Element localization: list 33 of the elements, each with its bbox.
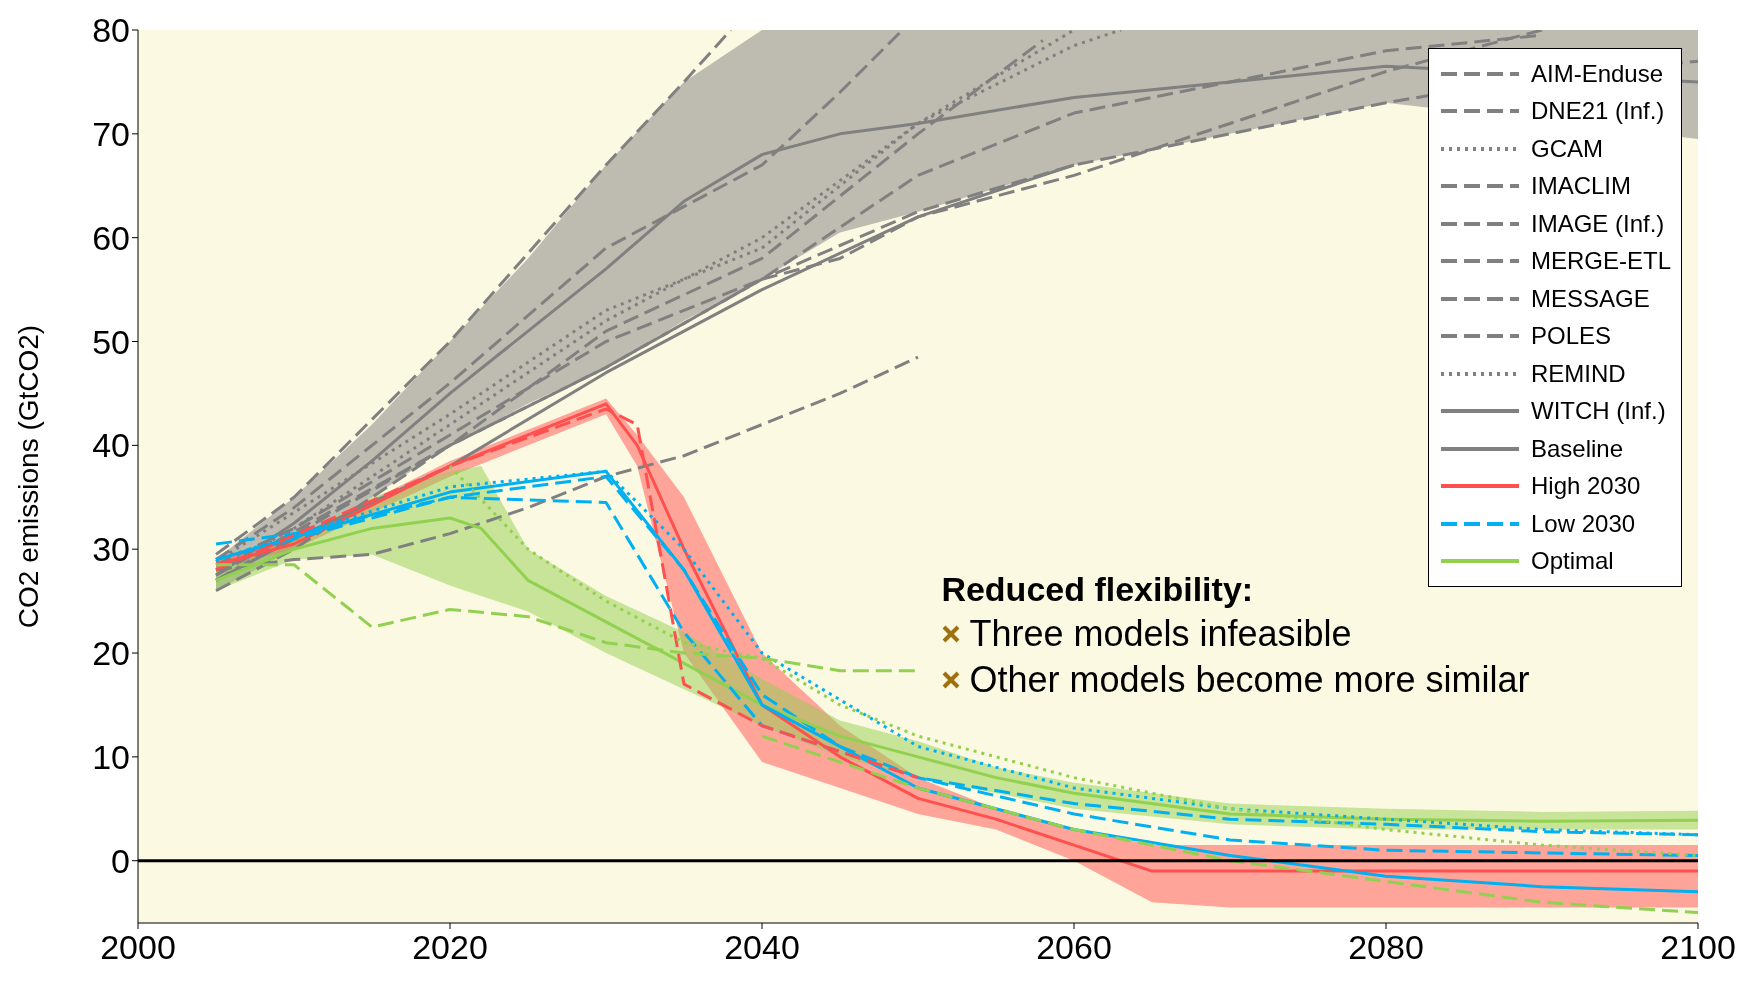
legend-label: IMACLIM	[1530, 172, 1631, 201]
y-tick-label: 60	[92, 218, 130, 257]
legend-label: Optimal	[1530, 547, 1614, 576]
legend-label: MERGE-ETL	[1530, 247, 1671, 276]
legend-label: High 2030	[1530, 472, 1641, 501]
y-tick-label: 50	[92, 322, 130, 361]
y-tick-label: 80	[92, 11, 130, 50]
y-tick-label: 70	[92, 114, 130, 153]
legend-label: GCAM	[1530, 134, 1603, 163]
y-tick-label: 30	[92, 530, 130, 569]
x-tick-label: 2020	[412, 928, 488, 967]
x-tick-label: 2080	[1348, 928, 1424, 967]
legend-label: Low 2030	[1530, 509, 1636, 538]
annotation: Other models become more similar	[969, 658, 1530, 701]
legend-label: POLES	[1530, 322, 1612, 351]
annotation: Reduced flexibility:	[941, 569, 1255, 609]
legend-label: Baseline	[1530, 434, 1624, 463]
x-tick-label: 2040	[724, 928, 800, 967]
y-axis-title: CO2 emissions (GtCO2)	[12, 324, 44, 629]
annotation: Three models infeasible	[969, 612, 1352, 655]
legend-label: MESSAGE	[1530, 284, 1650, 313]
legend-label: DNE21 (Inf.)	[1530, 97, 1665, 126]
y-tick-label: 10	[92, 737, 130, 776]
x-tick-label: 2100	[1660, 928, 1736, 967]
y-tick-label: 0	[111, 841, 130, 880]
legend-label: REMIND	[1530, 359, 1626, 388]
x-tick-label: 2060	[1036, 928, 1112, 967]
legend-label: WITCH (Inf.)	[1530, 397, 1666, 426]
y-tick-label: 40	[92, 426, 130, 465]
x-tick-label: 2000	[100, 928, 176, 967]
legend-label: AIM-Enduse	[1530, 59, 1664, 88]
y-tick-label: 20	[92, 634, 130, 673]
legend-label: IMAGE (Inf.)	[1530, 209, 1665, 238]
